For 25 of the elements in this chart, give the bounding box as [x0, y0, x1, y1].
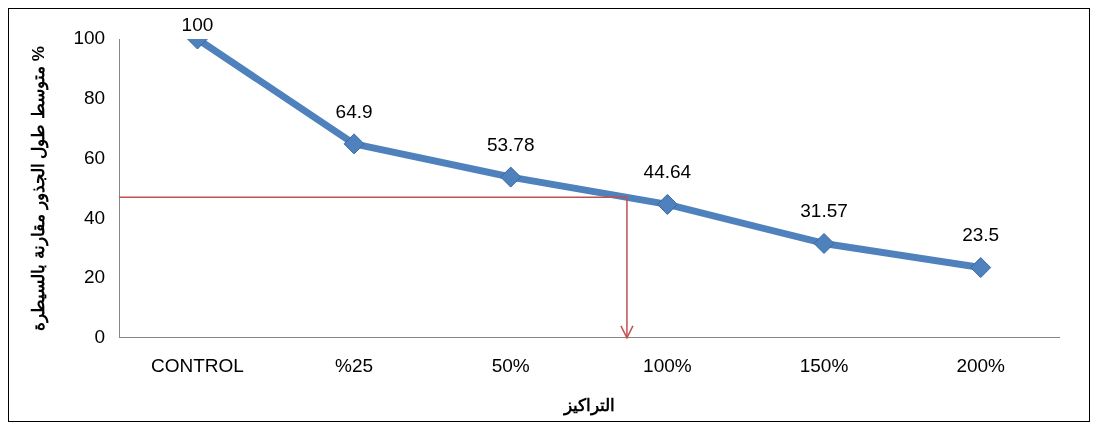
data-label: 31.57: [800, 200, 848, 222]
x-tick-label: CONTROL: [150, 355, 244, 377]
data-label: 100: [181, 13, 214, 35]
data-label: 53.78: [486, 133, 535, 155]
y-axis-title: متوسط طول الجذور مقارنة بالسيطرة %: [28, 46, 49, 331]
x-tick-label: %25: [335, 355, 374, 377]
y-tick-label: 80: [83, 86, 106, 108]
y-tick-label: 60: [83, 146, 106, 168]
x-tick-label: 200%: [956, 355, 1006, 377]
x-tick-label: 50%: [491, 355, 530, 377]
point: [343, 133, 365, 155]
point: [500, 166, 522, 188]
y-tick-label: 100: [73, 27, 106, 49]
data-label: 64.9: [335, 100, 373, 122]
x-axis-title: التراكيز: [561, 396, 615, 417]
data-label: 44.64: [643, 161, 692, 183]
point: [813, 232, 835, 254]
x-tick-label: 150%: [799, 355, 849, 377]
x-tick-label: 100%: [643, 355, 692, 377]
data-label: 23.5: [962, 224, 1000, 246]
point: [970, 257, 992, 279]
y-tick-label: 0: [94, 326, 106, 348]
y-tick-label: 20: [83, 266, 106, 288]
point: [656, 193, 678, 215]
y-tick-label: 40: [83, 206, 106, 228]
